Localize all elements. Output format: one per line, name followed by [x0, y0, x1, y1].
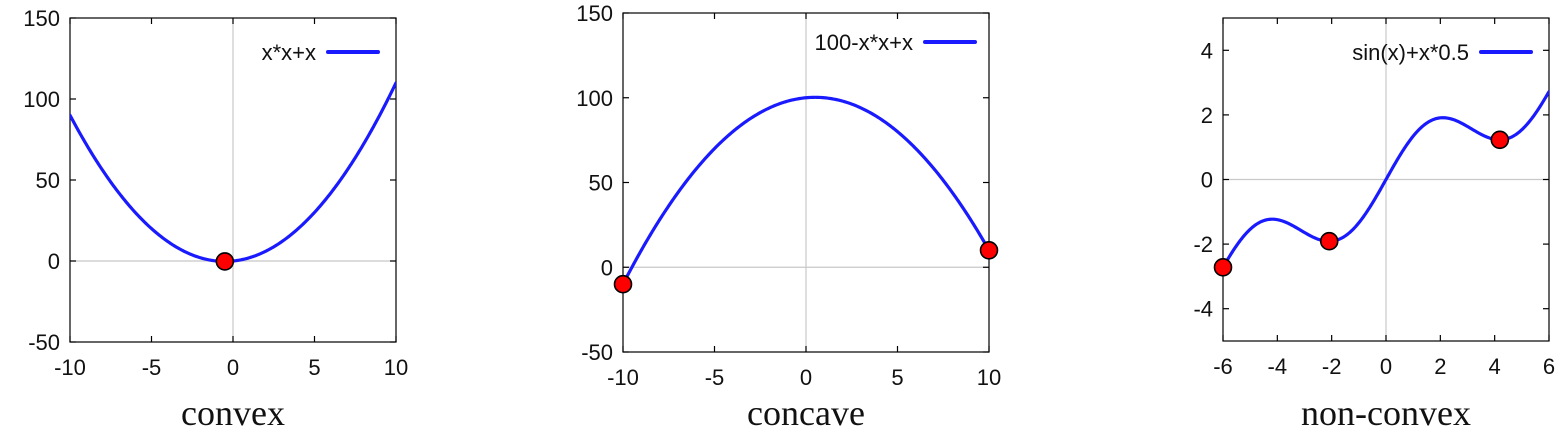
- x-tick-label: -4: [1268, 354, 1288, 379]
- extremum-marker: [613, 274, 633, 294]
- x-tick-label: -10: [607, 365, 639, 390]
- y-tick-label: 150: [23, 6, 60, 31]
- x-tick-label: 10: [384, 355, 408, 380]
- extremum-marker: [1490, 130, 1510, 150]
- legend-label: x*x+x: [262, 40, 316, 65]
- y-tick-label: 100: [23, 87, 60, 112]
- x-tick-label: 10: [977, 365, 1001, 390]
- x-tick-label: 0: [800, 365, 812, 390]
- x-tick-label: 0: [227, 355, 239, 380]
- legend-label: 100-x*x+x: [815, 30, 913, 55]
- x-tick-label: 5: [891, 365, 903, 390]
- x-tick-label: 0: [1380, 354, 1392, 379]
- y-tick-label: -50: [28, 330, 60, 355]
- x-tick-label: -5: [142, 355, 162, 380]
- y-tick-label: -2: [1193, 232, 1213, 257]
- x-tick-label: 5: [308, 355, 320, 380]
- x-tick-label: -10: [54, 355, 86, 380]
- y-tick-label: -50: [581, 340, 613, 365]
- series-line: [623, 95, 989, 286]
- chart-panel-3: -6 -4 -2 0 2 4 6 -4 -2 0 2 4 sin(x)+x*0.5 non-convex: [1193, 17, 1555, 433]
- y-tick-label: 150: [576, 1, 613, 26]
- x-tick-label: -6: [1213, 354, 1233, 379]
- y-tick-label: 4: [1201, 38, 1213, 63]
- y-tick-label: 100: [576, 86, 613, 111]
- y-tick-label: 50: [589, 171, 613, 196]
- y-tick-label: 0: [1201, 168, 1213, 193]
- y-tick-label: 50: [36, 168, 60, 193]
- extremum-marker: [979, 241, 999, 260]
- x-tick-label: 6: [1543, 354, 1555, 379]
- chart-caption: non-convex: [1301, 393, 1471, 433]
- chart-caption: concave: [747, 393, 865, 433]
- x-tick-label: 4: [1489, 354, 1501, 379]
- x-tick-label: 2: [1434, 354, 1446, 379]
- y-tick-label: 0: [601, 255, 613, 280]
- y-tick-label: -4: [1193, 297, 1213, 322]
- extremum-marker: [215, 252, 235, 271]
- x-tick-label: -5: [705, 365, 725, 390]
- extremum-marker: [1213, 258, 1233, 277]
- y-tick-label: 2: [1201, 103, 1213, 128]
- extremum-marker: [1319, 231, 1339, 251]
- y-tick-label: 0: [48, 249, 60, 274]
- legend-label: sin(x)+x*0.5: [1352, 40, 1469, 65]
- chart-caption: convex: [181, 393, 285, 433]
- x-tick-label: -2: [1322, 354, 1342, 379]
